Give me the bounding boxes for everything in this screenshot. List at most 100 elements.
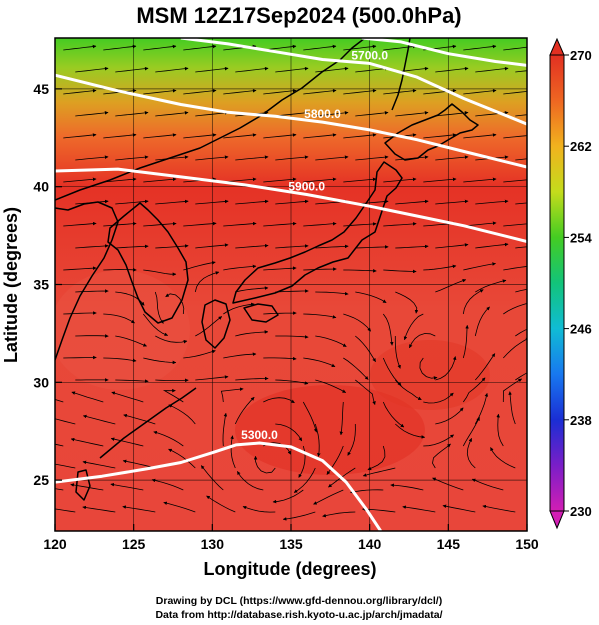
streamline [303,44,337,51]
streamline [395,111,429,117]
streamline [235,66,269,73]
streamline [435,66,469,73]
streamline [75,244,109,249]
streamline [122,505,156,513]
streamline [223,88,257,95]
streamline [155,199,189,205]
streamline [355,379,376,405]
streamline [195,316,223,337]
contour-line [55,441,382,531]
streamline [490,447,516,469]
streamline [435,243,469,249]
y-tick-label: 35 [33,277,49,293]
streamline [195,111,229,117]
streamline [168,448,196,469]
streamline [362,467,396,477]
streamline [383,222,417,227]
contour-label: 5700.0 [351,48,388,62]
streamline [195,155,229,161]
contour-label: 5800.0 [304,107,341,121]
streamline [183,44,217,51]
streamline [355,155,389,161]
streamline [503,135,527,139]
streamline [103,221,137,227]
streamline [235,330,269,337]
streamline [63,355,97,360]
streamline [242,505,276,513]
streamline [347,423,356,456]
streamline [315,379,347,393]
streamline [155,66,189,73]
y-tick-label: 30 [33,374,49,390]
streamline [315,66,349,73]
streamline [70,437,104,447]
colorbar-gradient [549,54,565,512]
streamline [502,378,523,403]
streamline [503,337,527,359]
streamline [474,306,490,337]
streamline [195,243,229,249]
streamline [343,44,377,51]
streamline [382,357,402,386]
streamline [463,133,497,139]
streamline [382,313,394,346]
x-tick-label: 125 [122,536,146,552]
streamline [462,289,484,315]
cool-anomaly [55,270,190,390]
streamline [263,177,297,183]
streamline [419,357,438,380]
streamline [206,495,236,513]
streamline [303,357,336,367]
streamline [75,155,109,161]
streamline [432,443,451,469]
streamline [515,114,527,117]
streamline [355,66,389,73]
streamline [183,349,216,359]
streamline [55,418,76,425]
streamline [395,291,419,314]
streamline [462,416,480,447]
streamline [55,508,76,513]
streamline [155,244,189,249]
streamline [402,505,436,513]
streamline [143,44,177,51]
colorbar-tick-label: 254 [570,230,592,245]
axes: 120 125 130 135 140 145 150 25 30 35 40 45 [33,81,538,552]
streamline [423,177,457,183]
streamline [55,443,64,447]
streamline [253,455,276,474]
streamline [463,88,497,95]
streamline [435,279,467,293]
streamline [435,199,469,205]
streamline [503,90,527,95]
y-axis-label: Latitude (degrees) [1,207,21,363]
colorbar-tick-label: 262 [570,139,592,154]
y-tick-label: 25 [33,472,49,488]
streamline [162,388,184,403]
streamline [275,379,309,385]
streamline [315,335,347,347]
streamline [503,223,527,227]
streamline [143,357,177,365]
streamline [471,478,504,491]
streamline [223,133,257,139]
streamline [222,412,228,447]
streamline [236,471,264,491]
plot-area: 5300.0 5900.0 5800.0 5700.0 [55,38,527,531]
streamline [382,401,405,428]
streamline [435,356,457,381]
streamline [55,399,64,403]
coastline-taiwan [75,469,91,501]
streamline [343,222,377,227]
streamline [235,243,269,249]
streamline [303,313,337,319]
streamline [103,313,135,324]
streamline [515,202,527,205]
streamline [314,423,321,457]
streamline [165,293,185,315]
streamline [350,489,384,494]
streamline [303,177,337,183]
streamline [475,66,509,73]
streamline [395,155,429,161]
streamline [315,291,349,296]
